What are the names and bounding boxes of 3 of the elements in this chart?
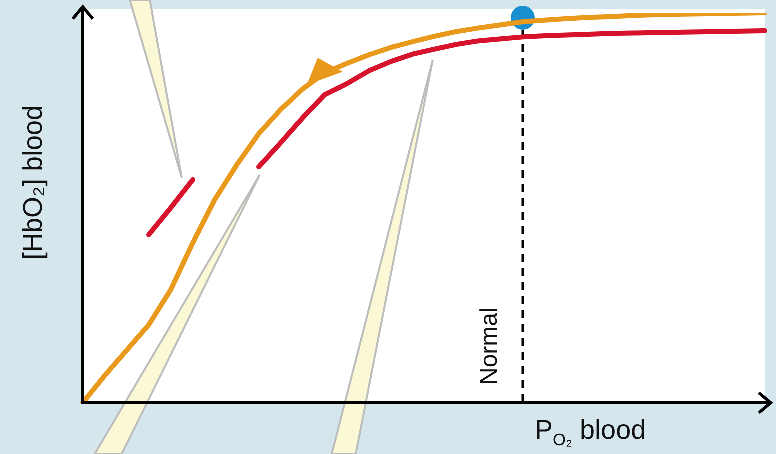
x-axis-title: P$_{O₂}$ blood xyxy=(535,415,646,450)
annotation: Normal xyxy=(476,308,503,385)
y-axis-title: [HbO₂] blood xyxy=(18,105,48,260)
